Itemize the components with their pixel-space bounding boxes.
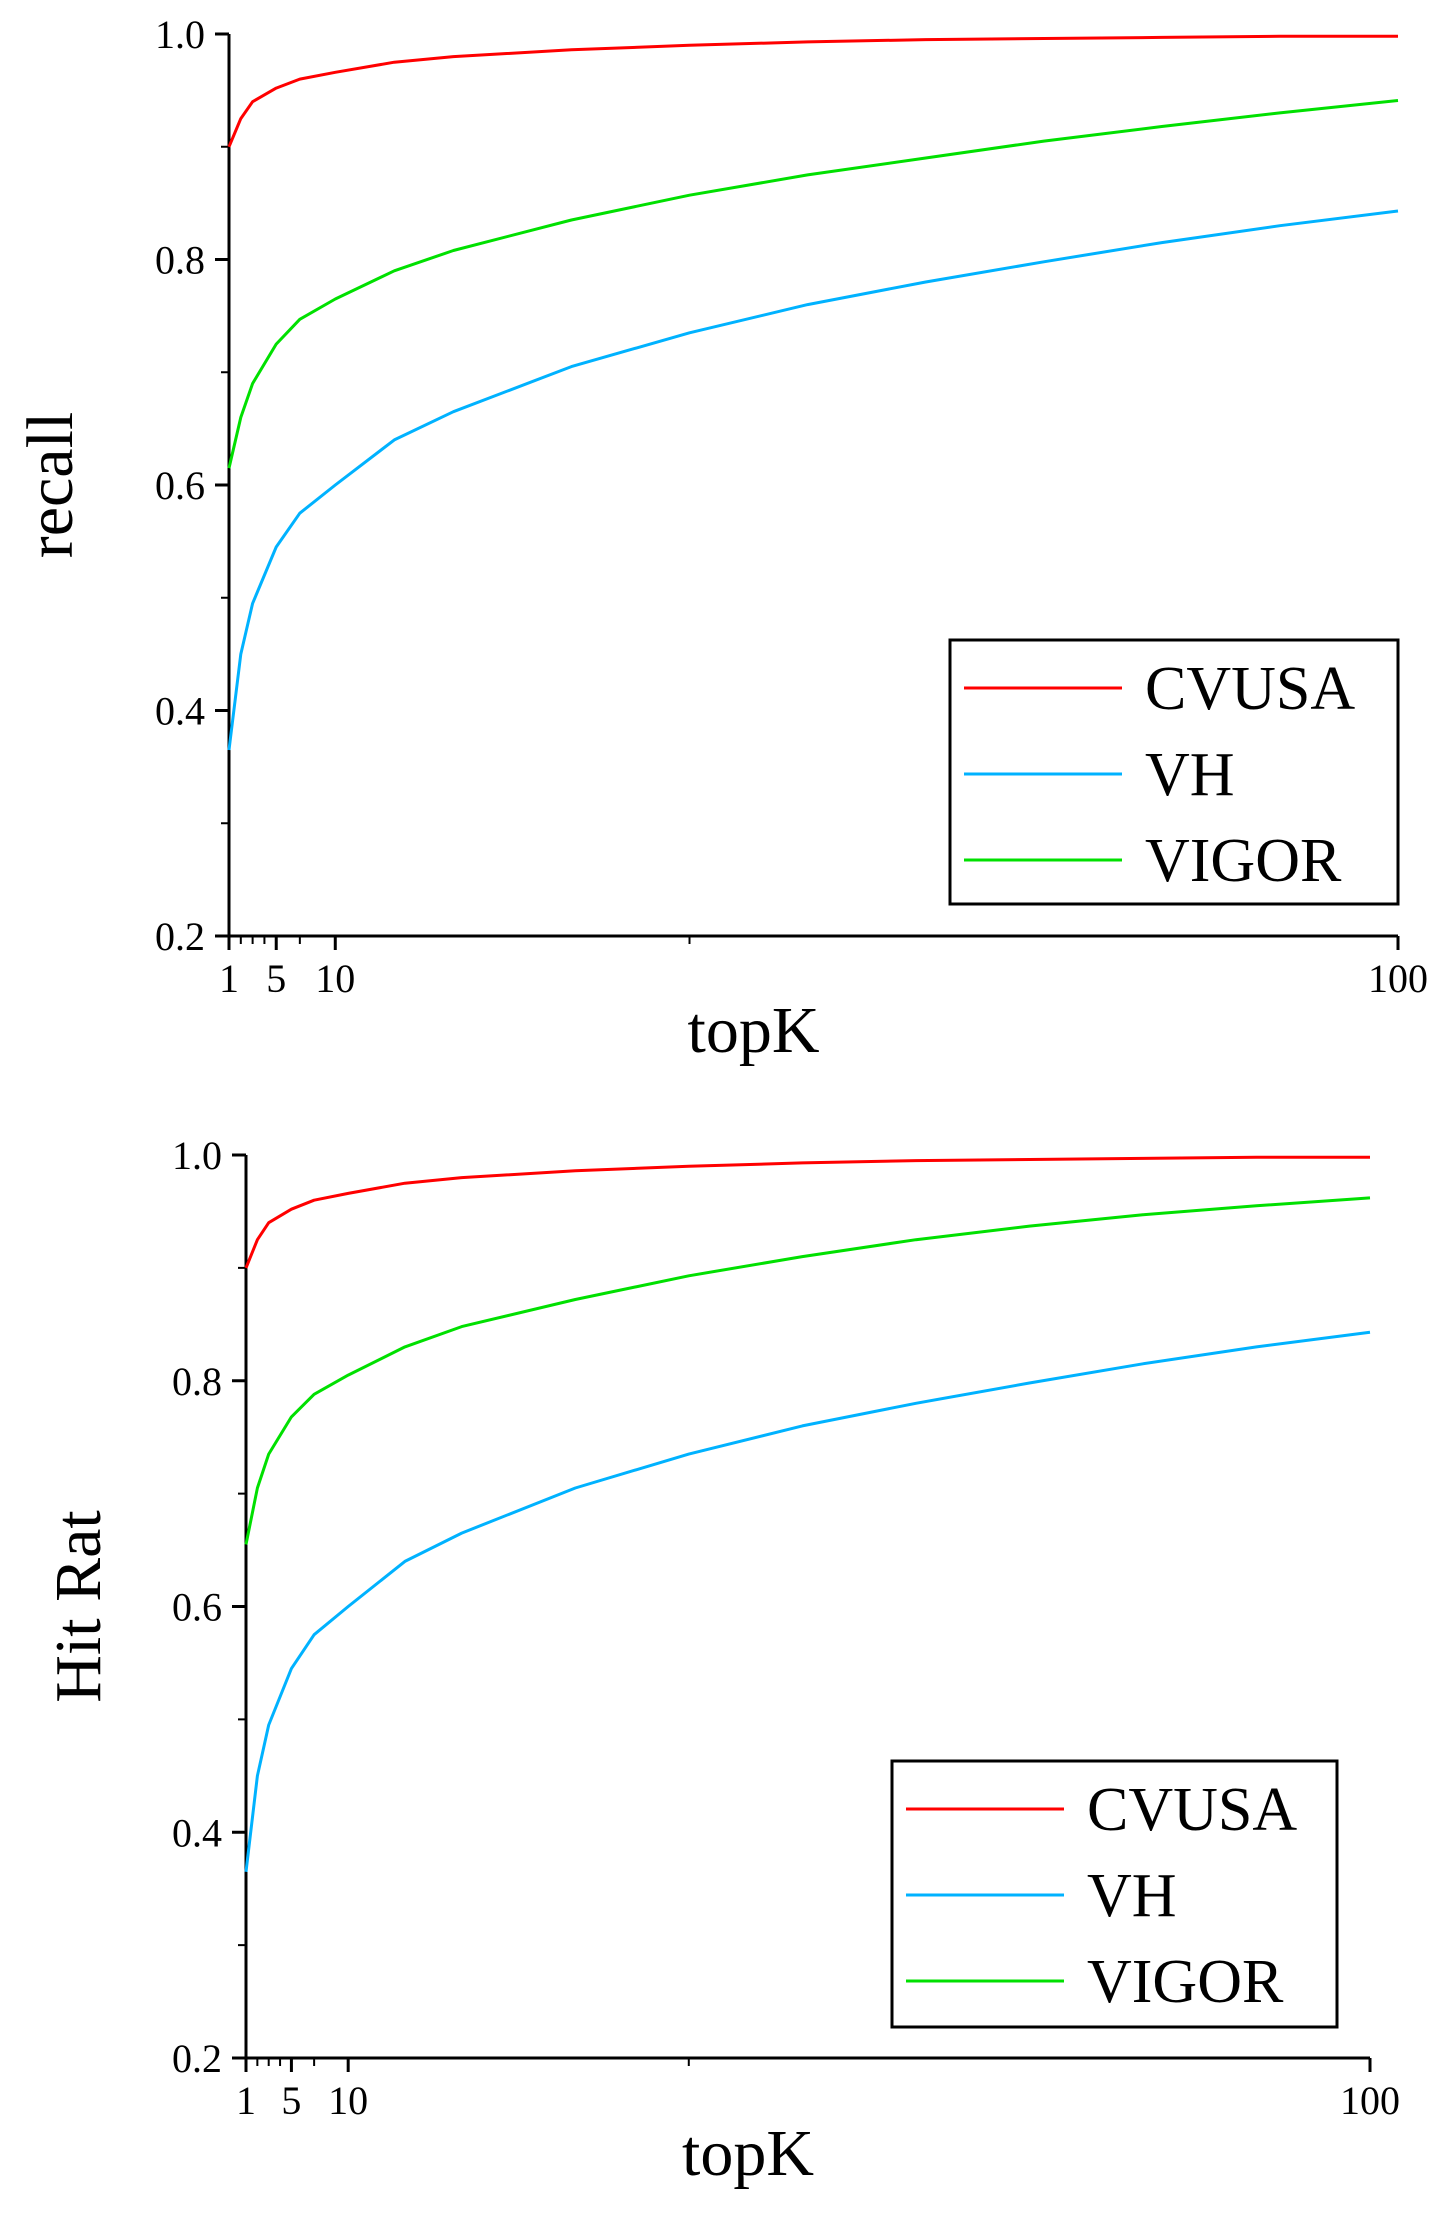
hit-rate-legend-label-vigor: VIGOR — [1087, 1948, 1284, 2016]
recall-series-line-vh — [227, 209, 1399, 751]
hit-rate-x-axis-title: topK — [682, 2117, 814, 2190]
recall-chart: 0.2 0.4 0.6 0.8 1.0 1 5 10 100 topK recall CVUSA VH V… — [14, 12, 1428, 1067]
recall-x-tick-label: 1 — [219, 956, 239, 1001]
hit-rate-x-tick-label: 1 — [236, 2078, 256, 2123]
recall-legend-label-cvusa: CVUSA — [1145, 655, 1355, 723]
hit-rate-legend-label-cvusa: CVUSA — [1087, 1776, 1297, 1844]
hit-rate-y-tick-label: 0.2 — [172, 2036, 222, 2081]
recall-y-tick-label: 0.4 — [155, 689, 205, 734]
hit-rate-legend-label-vh: VH — [1087, 1862, 1177, 1930]
hit-rate-y-tick-label: 1.0 — [172, 1133, 222, 1178]
recall-x-tick-label: 10 — [315, 956, 355, 1001]
hit-rate-x-tick-label: 100 — [1340, 2078, 1400, 2123]
hit-rate-y-tick-label: 0.8 — [172, 1359, 222, 1404]
hit-rate-y-tick-label: 0.6 — [172, 1585, 222, 1630]
hit-rate-x-tick-label: 5 — [281, 2078, 301, 2123]
recall-series-line-vigor — [227, 99, 1399, 469]
recall-y-tick-label: 0.2 — [155, 914, 205, 959]
recall-legend-label-vigor: VIGOR — [1145, 827, 1342, 895]
recall-axis-title: recall — [14, 412, 87, 559]
hit-rate-x-tick-label: 10 — [328, 2078, 368, 2123]
hit-rate-axis-title: Hit Rat — [42, 1510, 115, 1703]
hit-rate-series-line-cvusa — [244, 1155, 1370, 1269]
hit-rate-series-line-vigor — [244, 1196, 1371, 1545]
recall-series-line-cvusa — [227, 34, 1398, 148]
recall-y-tick-label: 0.8 — [155, 238, 205, 283]
hit-rate-y-tick-label: 0.4 — [172, 1810, 222, 1855]
hit-rate-chart: 0.2 0.4 0.6 0.8 1.0 1 5 10 100 topK Hit Rat CVUSA VH… — [42, 1133, 1400, 2190]
hit-rate-series-line-vh — [244, 1330, 1371, 1872]
recall-y-tick-label: 0.6 — [155, 463, 205, 508]
recall-y-tick-label: 1.0 — [155, 12, 205, 57]
recall-x-axis-title: topK — [688, 994, 820, 1067]
recall-legend-label-vh: VH — [1145, 741, 1235, 809]
recall-x-tick-label: 100 — [1368, 956, 1428, 1001]
recall-x-tick-label: 5 — [266, 956, 286, 1001]
